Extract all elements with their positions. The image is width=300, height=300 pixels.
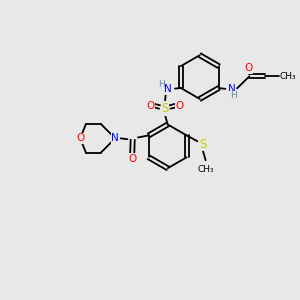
Text: N: N xyxy=(164,85,172,94)
Text: O: O xyxy=(146,100,154,110)
Text: CH₃: CH₃ xyxy=(197,165,214,174)
Text: O: O xyxy=(76,133,84,143)
Text: S: S xyxy=(161,102,169,115)
Text: H: H xyxy=(158,80,165,89)
Text: O: O xyxy=(128,154,136,164)
Text: O: O xyxy=(245,63,253,73)
Text: H: H xyxy=(230,92,237,100)
Text: O: O xyxy=(175,100,184,110)
Text: S: S xyxy=(199,138,206,151)
Text: CH₃: CH₃ xyxy=(280,72,297,81)
Text: N: N xyxy=(228,85,236,94)
Text: N: N xyxy=(111,133,119,143)
